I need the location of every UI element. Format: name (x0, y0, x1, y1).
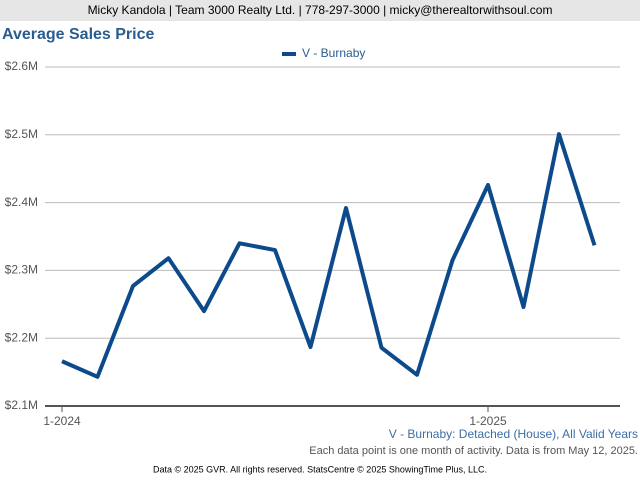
y-tick-label: $2.4M (5, 195, 38, 209)
chart-title: Average Sales Price (2, 26, 155, 43)
x-tick-label: 1-2024 (43, 414, 81, 428)
header-text: Micky Kandola | Team 3000 Realty Ltd. | … (88, 3, 553, 17)
subtitle: V - Burnaby: Detached (House), All Valid… (389, 427, 638, 441)
footer: Data © 2025 GVR. All rights reserved. St… (153, 464, 487, 474)
x-tick-label: 1-2025 (469, 414, 507, 428)
y-tick-label: $2.3M (5, 263, 38, 277)
line (61, 132, 597, 379)
legend-label: V - Burnaby (302, 46, 365, 60)
y-tick-label: $2.5M (5, 127, 38, 141)
y-tick-label: $2.2M (5, 330, 38, 344)
note: Each data point is one month of activity… (309, 445, 638, 457)
y-tick-label: $2.1M (5, 398, 38, 412)
y-tick-label: $2.6M (5, 59, 38, 73)
header-bar (0, 0, 640, 21)
